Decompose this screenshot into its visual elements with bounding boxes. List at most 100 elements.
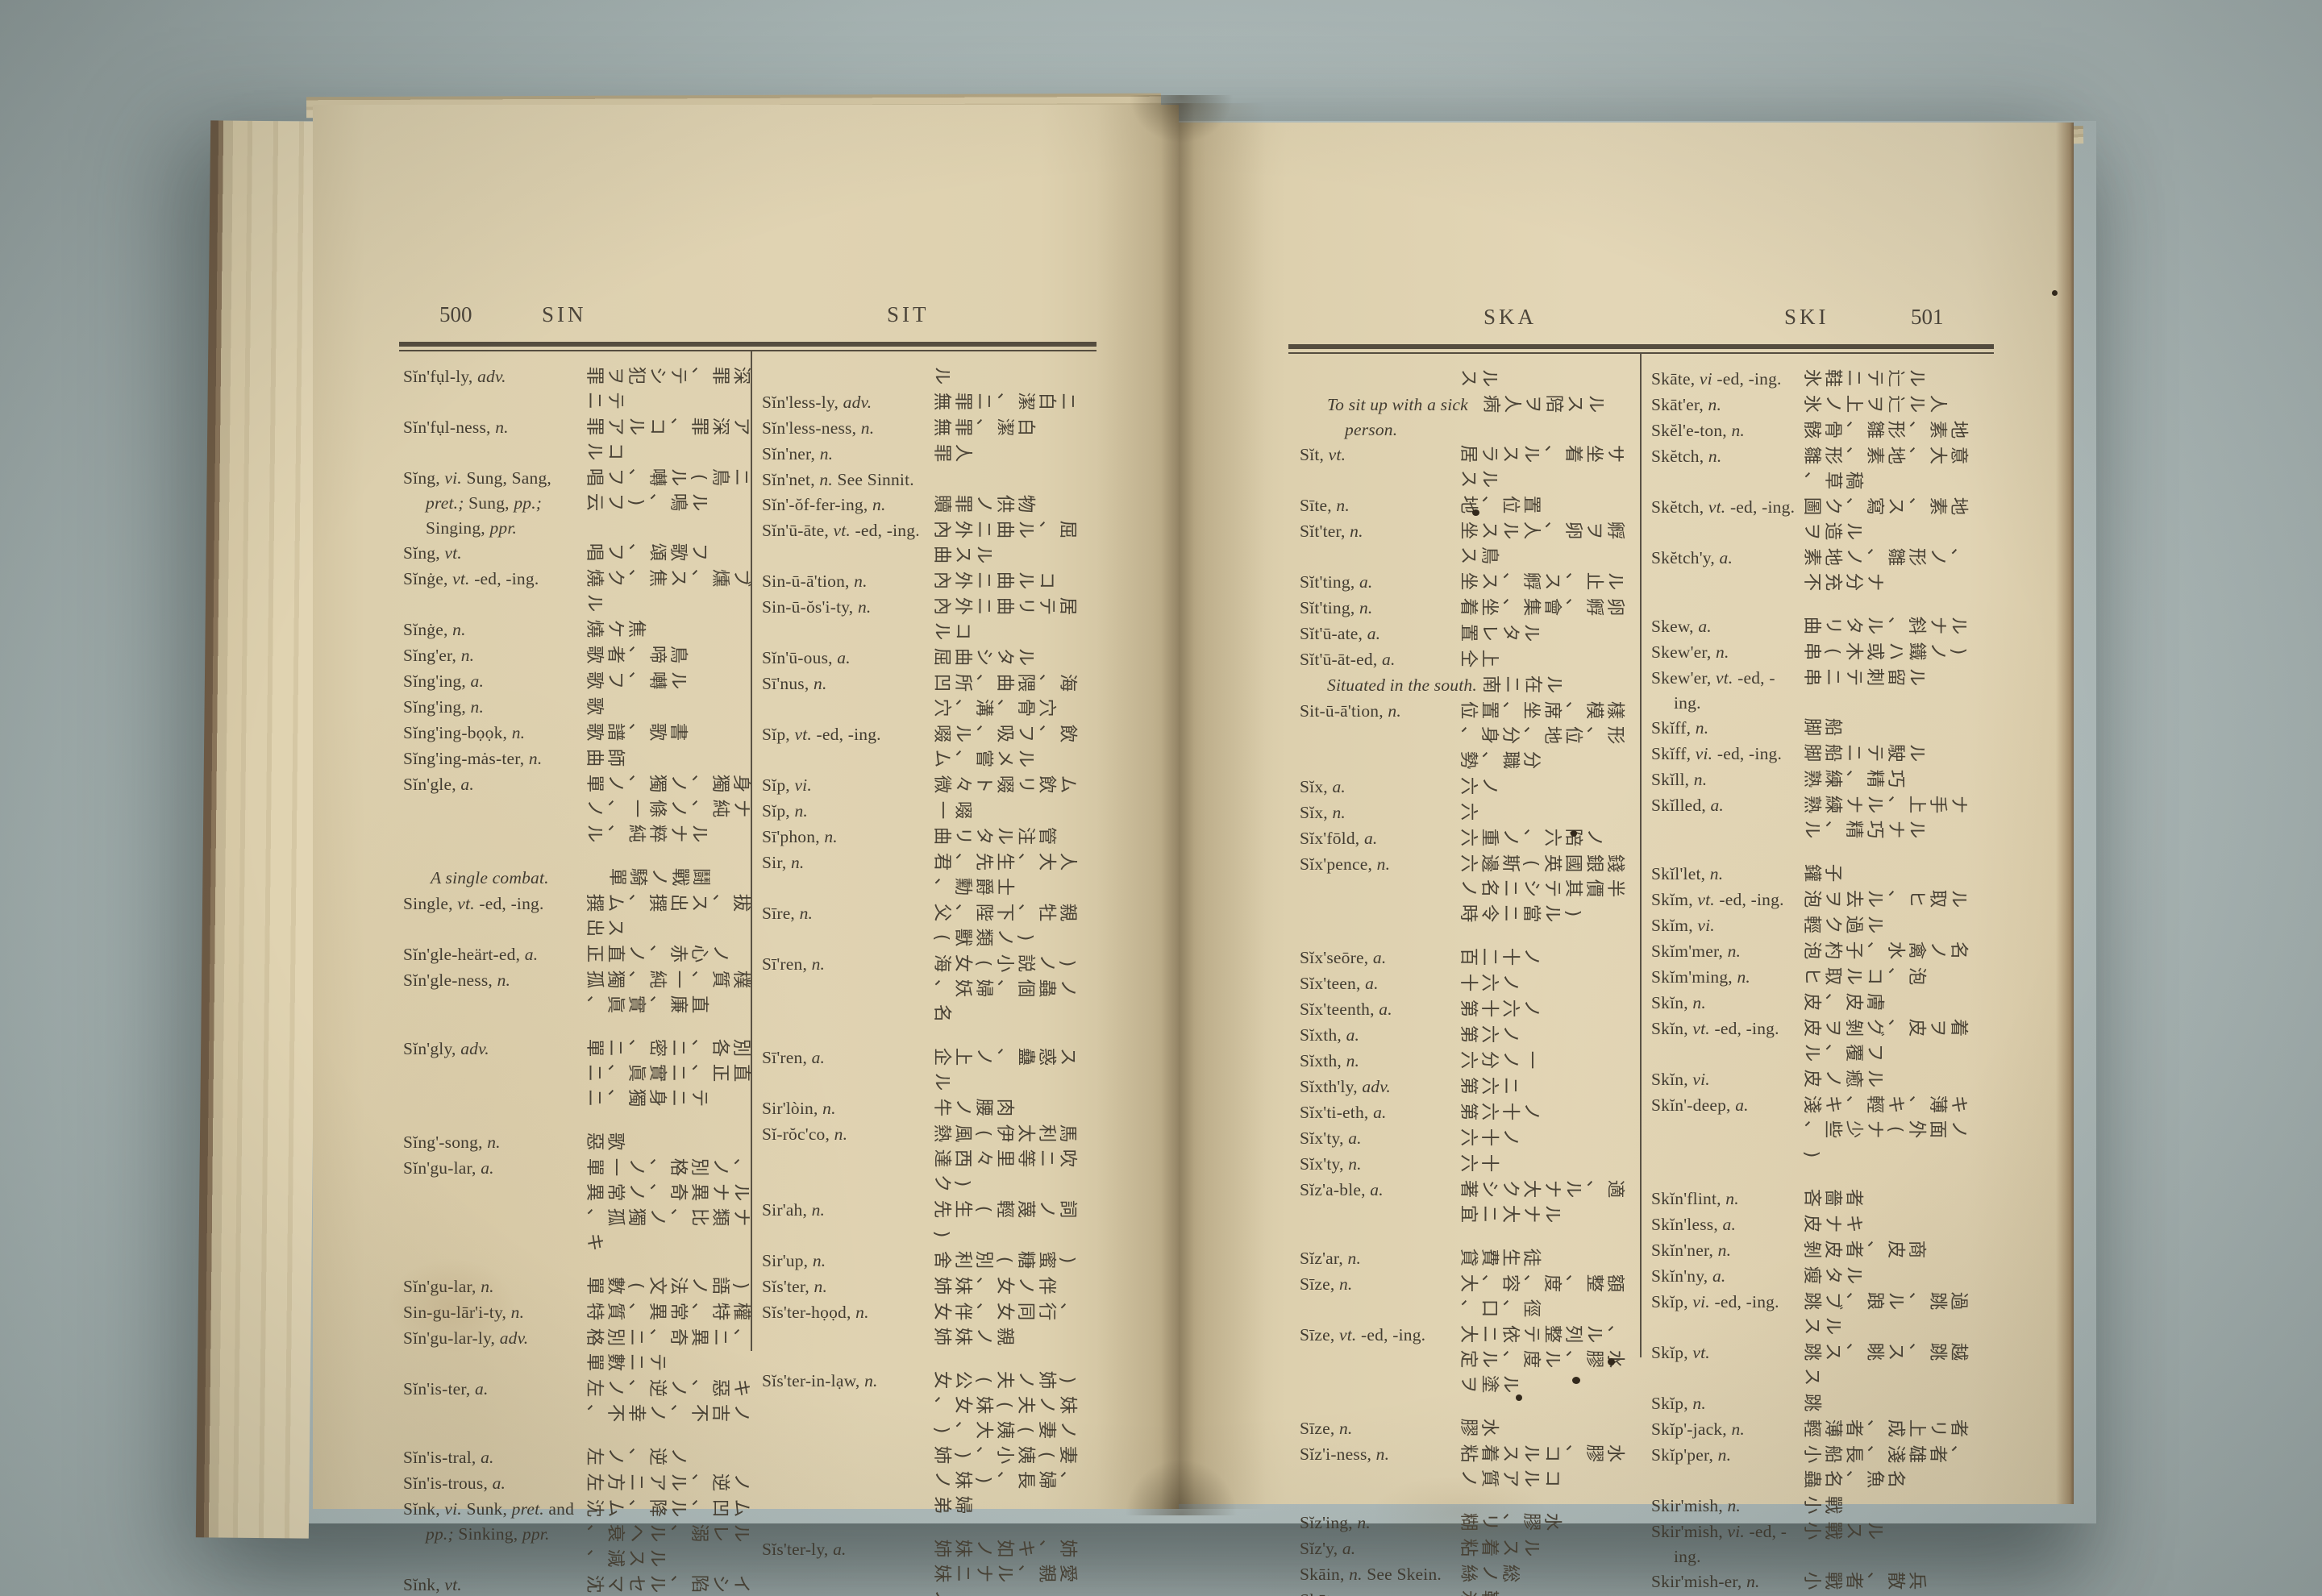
headword: Sir'up, n. [762,1251,826,1270]
japanese-definition: 特質、異常、特權 [584,1302,751,1321]
headword: Skĭp'per, n. [1651,1445,1732,1465]
japanese-definition: 曲師 [584,748,626,767]
japanese-definition: 跳ス、眺ス、跳越ス [1801,1342,1969,1386]
ink-speck [1472,509,1479,516]
dict-entry: Sit-ū-ā'tion, n. 位置、坐席、模樣、身分、地位、形勢、職分 [1300,699,1638,775]
dict-entry: Skĭn, vi. 皮ノ癒ル [1651,1067,1986,1093]
dict-entry: Skĕtch, n. 雛形、素地、大意、草稿 [1651,444,1986,495]
japanese-definition: 格別ニ、奇異ニ、單數ニテ [584,1328,751,1372]
japanese-definition: 泡杓子、水禽ノ名 [1801,941,1969,960]
japanese-definition: 坐スル人、卵ヲ孵ス鳥 [1458,521,1625,565]
dict-entry: Skew, a. 曲リタル、斜ナル [1651,614,1986,640]
headword: Sir, n. [762,853,805,872]
japanese-definition: 熱風(伊太利馬達西々里等ニ吹ク) [931,1124,1078,1193]
column-rule-right-page [1640,354,1642,1357]
headword: Sĭs'ter-họọd, n. [762,1303,869,1322]
dict-entry: Sĭxth'ly, adv. 第六ニ [1300,1074,1638,1100]
guide-word-ski: SKI [1784,305,1829,329]
japanese-definition: 屈曲シタル [931,647,1036,667]
japanese-definition: 仝上 [1458,649,1500,668]
headword: Skir'mish, vi. -ed, -ing. [1651,1522,1787,1566]
dict-entry: A single combat. 單騎ノ戰鬪 [403,866,751,892]
japanese-definition: 海女(小説ノ)、妖婦、個蟲ノ名 [931,954,1078,1023]
dict-entry: Sĭs'ter, n. 姉妹、女ノ伴 [762,1274,1096,1300]
page-number-right: 501 [1911,305,1944,329]
dict-entry: Sĭnk, vi. Sunk, pret. and pp.; Sinking, … [403,1497,751,1573]
japanese-definition: 皮ヲ剝グ、皮ヲ着ル、覆フ [1801,1018,1969,1062]
japanese-definition: 曲リタル、斜ナル [1801,616,1969,635]
headword: Skĭm'ming, n. [1651,967,1750,987]
dict-entry: Sīze, vt. -ed, -ing. 大ニ依テ整列ル、定ル、度ル、膠水ヲ塗ル [1300,1323,1638,1399]
headword: Sĭt, vt. [1300,445,1346,464]
dict-entry: Sĭxth, a. 第六ノ [1300,1023,1638,1049]
dict-entry: Sĭx, n. 六 [1300,800,1638,826]
japanese-definition: 絲ノ総 [1458,1564,1521,1583]
headword: Skĭp, vt. [1651,1343,1710,1362]
dict-entry: Sĭx, a. 六ノ [1300,775,1638,800]
headword: Sin-ū-ŏs'i-ty, n. [762,597,872,617]
dict-entry: Sĭn'gle-heärt-ed, a. 正直ノ、赤心ノ [403,942,751,968]
headword: Sĭng'-song, n. [403,1133,501,1152]
dict-entry: Skĭn, n. 皮、皮膚 [1651,991,1986,1016]
japanese-definition: 粘着スル [1458,1538,1542,1557]
headword: Sĭxth, a. [1300,1025,1360,1045]
dict-entry: Sĭn'fụl-ly, adv. 罪ヲ犯シテ、罪深ニテ [403,364,751,415]
headword: Skāt'er, n. [1651,395,1722,414]
japanese-definition: 氷ノ上ヲ辷ル人 [1801,394,1948,414]
dict-entry: Skĕtch, vt. -ed, -ing. 圖ク、寫ス、素地ヲ造ル [1651,495,1986,546]
headword: Skĭn'flint, n. [1651,1189,1739,1208]
dict-entry: Sī'nus, n. 凹所、曲隈、海穴、溝、骨穴 [762,671,1096,722]
headword: Sit-ū-ā'tion, n. [1300,701,1401,721]
dict-entry: Skĭff, vi. -ed, -ing. 脚船ニテ駛ル [1651,742,1986,767]
dict-entry: Sĭn'gle-ness, n. 孤獨、純一、質樸、眞實、廉直 [403,968,751,1019]
japanese-definition: ヒ取ルコ、泡 [1801,966,1927,986]
headword: Skĭm'mer, n. [1651,941,1742,961]
dict-entry: Sĭx'ty, n. 六十 [1300,1152,1638,1178]
japanese-definition: 單一ノ、格別ノ、異常ノ、奇異ナル、孤獨ノ、比類ナキ [584,1158,751,1252]
japanese-definition: 第六ニ [1458,1076,1521,1095]
ink-speck [1571,830,1577,837]
dict-entry: Single, vt. -ed, -ing. 撰ム、撰出ス、拔出ス [403,892,751,942]
dict-entry: Sĭnġe, n. 燒ケ焦 [403,617,751,643]
headword: Sīze, n. [1300,1274,1353,1294]
japanese-definition: 貸費生徒 [1458,1248,1542,1267]
dict-entry: スル [1300,367,1638,393]
dict-entry: Skĭm, vi. 輕ク過ル [1651,913,1986,939]
dict-entry: To sit up with a sick person. 病人ヲ陪スル [1300,393,1638,443]
dict-entry: Sīte, n. 地、位置 [1300,493,1638,519]
japanese-definition: 曲リタル注管 [931,826,1057,846]
japanese-definition: 坐ス、孵ス、止ル [1458,571,1625,591]
dict-entry: Sĭx'fōld, a. 六重ノ、六陪ノ [1300,826,1638,852]
dict-entry: Skĭn'less, a. 皮ナキ [1651,1212,1986,1238]
dict-entry: Sĭn'is-trous, a. 左方ニアル、逆ノ [403,1471,751,1497]
dict-entry: Sĭng, vt. 唱フ、頌歌フ [403,541,751,567]
japanese-definition: 着坐、集會、孵卵 [1458,597,1625,617]
headword: Sĭn'less-ly, adv. [762,393,872,412]
dict-entry: Sĭz'a-ble, a. 著シク大ナル、適宜ニ大ナル [1300,1178,1638,1228]
japanese-definition: 唱フ、囀ル(鳥ニ云フ)、鳴ル [584,468,751,512]
headword: Sĭn'less-ness, n. [762,418,875,438]
headword: Sĭn'is-trous, a. [403,1473,506,1493]
japanese-definition: 氷鞋 [1458,1588,1638,1596]
dict-entry: Sī'ren, n. 海女(小説ノ)、妖婦、個蟲ノ名 [762,952,1096,1028]
japanese-definition: 歌フ、囀ル [584,671,689,690]
dict-entry: Skir'mish, n. 小戰 [1651,1494,1986,1519]
guide-word-ska: SKA [1484,305,1538,329]
column-sit: ル Sĭn'less-ly, adv. 無罪ニ、潔白ニ Sĭn'less-ness, … [762,364,1096,1596]
japanese-definition: 熟練ナル、上手ナル、精巧ナル [1801,795,1969,839]
dict-entry: Sir, n. 君、先生、大人、勳爵士 [762,850,1096,901]
headword: Sīze, n. [1300,1419,1353,1438]
headword: Skāte, n. [1300,1588,1458,1596]
dict-entry: Skĭn'ny, a. 瘦タル [1651,1264,1986,1290]
japanese-definition: 六邊斯(英國銀錢ノ名ニシテ其價半時令ニ當ル) [1458,854,1625,923]
dict-entry: Sĭz'i-ness, n. 粘着スルコ、膠水ノ質アルコ [1300,1442,1638,1493]
dict-entry: Skĭm'ming, n. ヒ取ルコ、泡 [1651,965,1986,991]
dict-entry: Sĭn'is-ter, a. 左ノ、逆ノ、惡キ、不幸ノ、不吉ノ [403,1377,751,1428]
japanese-definition: 泡ヲ去ル、ヒ取ル [1801,889,1969,908]
dict-entry: Sir'ah, n. 先生(輕蔑ノ詞) [762,1198,1096,1249]
dict-entry: Skir'mish, vi. -ed, -ing. 小戰スル [1651,1519,1986,1569]
headword: Skĭff, n. [1651,718,1709,738]
dict-entry: Sĭt, vt. 居ラスル、着坐サスル [1300,443,1638,493]
dict-entry: Skĭp'per, n. 小船長、淺雄者、蟲名、魚名 [1651,1443,1986,1494]
japanese-definition: 大、容、度、整額、口、徑 [1458,1274,1625,1318]
